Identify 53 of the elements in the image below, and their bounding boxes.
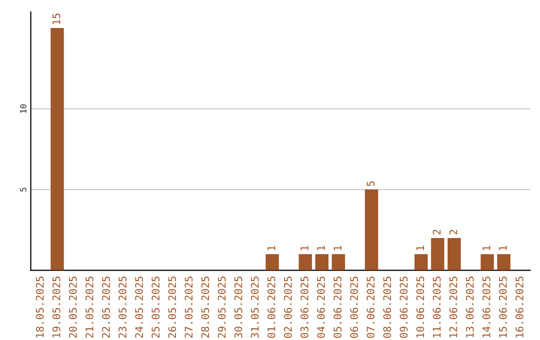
x-tick-label: 29.05.2025 (218, 276, 226, 338)
data-label: 15 (52, 14, 60, 24)
data-label: 1 (300, 246, 308, 250)
x-tick-label: 24.05.2025 (135, 276, 143, 338)
x-tick-label: 01.06.2025 (267, 276, 276, 338)
data-label: 1 (482, 246, 490, 250)
x-tick-label: 06.06.2025 (350, 276, 358, 338)
x-tick-label: 21.05.2025 (85, 276, 94, 338)
x-tick-label: 22.05.2025 (102, 276, 110, 338)
bar (332, 254, 346, 270)
data-label: 1 (317, 246, 325, 250)
x-tick-label: 03.06.2025 (300, 276, 308, 338)
x-tick-label: 07.06.2025 (366, 276, 375, 338)
x-tick-label: 09.06.2025 (400, 276, 408, 338)
x-tick-label: 18.05.2025 (36, 276, 44, 338)
x-tick-label: 20.05.2025 (68, 276, 77, 338)
x-tick-label: 13.06.2025 (466, 276, 474, 338)
bar (480, 254, 494, 270)
x-tick-label: 08.06.2025 (383, 276, 392, 338)
x-tick-label: 28.05.2025 (201, 276, 210, 338)
x-tick-label: 14.06.2025 (482, 276, 490, 338)
bar (414, 254, 428, 270)
x-tick-label: 30.05.2025 (234, 276, 242, 338)
data-label: 1 (268, 246, 276, 250)
x-tick-label: 23.05.2025 (118, 276, 126, 338)
x-tick-label: 10.06.2025 (416, 276, 424, 338)
x-tick-label: 15.06.2025 (498, 276, 507, 338)
x-tick-label: 11.06.2025 (432, 276, 441, 338)
bar (266, 254, 279, 270)
data-label: 1 (334, 246, 342, 250)
bar (50, 28, 64, 270)
x-tick-label: 16.06.2025 (516, 276, 524, 338)
data-label: 2 (449, 230, 458, 234)
bar (298, 254, 312, 270)
bar (431, 238, 444, 270)
data-label: 1 (416, 246, 424, 250)
bar (448, 238, 461, 270)
x-tick-label: 25.05.2025 (152, 276, 160, 338)
x-tick-label: 19.05.2025 (52, 276, 60, 338)
x-tick-label: 02.06.2025 (284, 276, 292, 338)
x-tick-label: 31.05.2025 (250, 276, 259, 338)
x-tick-label: 26.05.2025 (168, 276, 176, 338)
y-tick-label: 10 (20, 104, 26, 113)
x-tick-label: 12.06.2025 (449, 276, 458, 338)
data-label: 2 (432, 230, 441, 234)
bar (315, 254, 328, 270)
bar (497, 254, 510, 270)
x-tick-label: 05.06.2025 (334, 276, 342, 338)
bar (364, 190, 378, 270)
x-tick-label: 27.05.2025 (184, 276, 193, 338)
data-label: 5 (366, 181, 375, 186)
x-tick-label: 04.06.2025 (317, 276, 325, 338)
data-label: 1 (499, 246, 507, 250)
